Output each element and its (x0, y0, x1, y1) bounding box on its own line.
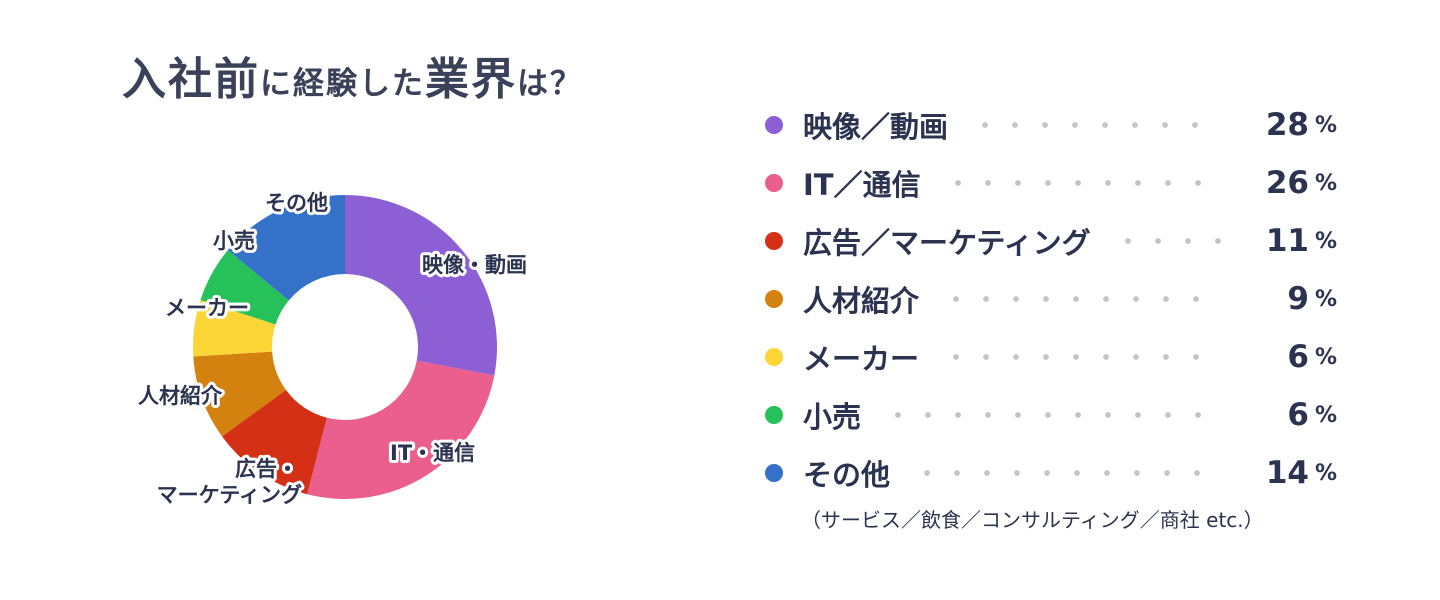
legend-value: 26 (1265, 165, 1309, 201)
slice-label: 小売 (213, 229, 255, 253)
legend-value: 14 (1265, 455, 1309, 491)
dot-leader (883, 411, 1221, 419)
legend-value: 6 (1287, 339, 1309, 375)
legend-dot (765, 406, 783, 424)
legend-unit: % (1314, 170, 1337, 196)
title-part-4: は？ (517, 66, 583, 102)
legend-unit: % (1314, 344, 1337, 370)
legend-unit: % (1314, 402, 1337, 428)
legend-dot (765, 464, 783, 482)
slice-label: 人材紹介 (138, 384, 223, 408)
legend-dot (765, 174, 783, 192)
legend-item: メーカー 6% (765, 328, 1337, 386)
donut-slice (222, 389, 327, 495)
legend-item: 小売 6% (765, 386, 1337, 444)
dot-leader (941, 353, 1221, 361)
legend-unit: % (1314, 228, 1337, 254)
legend-dot (765, 348, 783, 366)
legend-label: 映像／動画 (803, 110, 949, 144)
legend-label: その他 (803, 458, 891, 492)
slice-label: その他 (265, 191, 328, 215)
legend-value: 11 (1265, 223, 1309, 259)
legend-value: 6 (1287, 397, 1309, 433)
slice-label: メーカー (165, 296, 249, 320)
dot-leader (941, 295, 1221, 303)
donut-slice (193, 300, 276, 357)
dot-leader (912, 469, 1221, 477)
legend-item: 映像／動画 28% (765, 96, 1337, 154)
legend-unit: % (1314, 286, 1337, 312)
title-part-3: 業界 (425, 54, 517, 105)
legend-unit: % (1314, 112, 1337, 138)
dot-leader (970, 121, 1221, 129)
legend-label: メーカー (803, 342, 920, 376)
legend-label: 広告／マーケティング (803, 226, 1091, 260)
legend-item: IT／通信 26% (765, 154, 1337, 212)
dot-leader (1112, 237, 1221, 245)
legend-label: 小売 (803, 400, 862, 434)
legend-dot (765, 116, 783, 134)
legend-item: 人材紹介 9% (765, 270, 1337, 328)
dot-leader (942, 179, 1221, 187)
title-part-1: 入社前 (122, 54, 260, 105)
legend-label: IT／通信 (803, 168, 921, 202)
legend-value: 9 (1287, 281, 1309, 317)
legend-label: 人材紹介 (803, 284, 920, 318)
legend-value: 28 (1265, 107, 1309, 143)
slice-label: 映像・動画 (422, 253, 527, 277)
donut-slice (200, 250, 289, 325)
legend-item: その他 14% (765, 444, 1337, 502)
legend-dot (765, 232, 783, 250)
donut-slice (227, 195, 345, 301)
donut-slice (193, 351, 286, 437)
donut-slice (307, 360, 495, 499)
chart-title: 入社前に経験した業界は？ (122, 58, 583, 102)
donut-slice (345, 195, 497, 376)
legend-dot (765, 290, 783, 308)
slice-label: 広告・マーケティング (157, 457, 302, 507)
slice-label: IT・通信 (390, 441, 475, 465)
title-part-2: に経験した (260, 66, 425, 102)
legend-note: （サービス／飲食／コンサルティング／商社 etc.） (801, 508, 1264, 532)
legend-unit: % (1314, 460, 1337, 486)
legend-item: 広告／マーケティング 11% (765, 212, 1337, 270)
chart-legend: 映像／動画 28% IT／通信 26% 広告／マーケティング 11% 人材紹介 9% メーカー 6… (765, 96, 1337, 533)
